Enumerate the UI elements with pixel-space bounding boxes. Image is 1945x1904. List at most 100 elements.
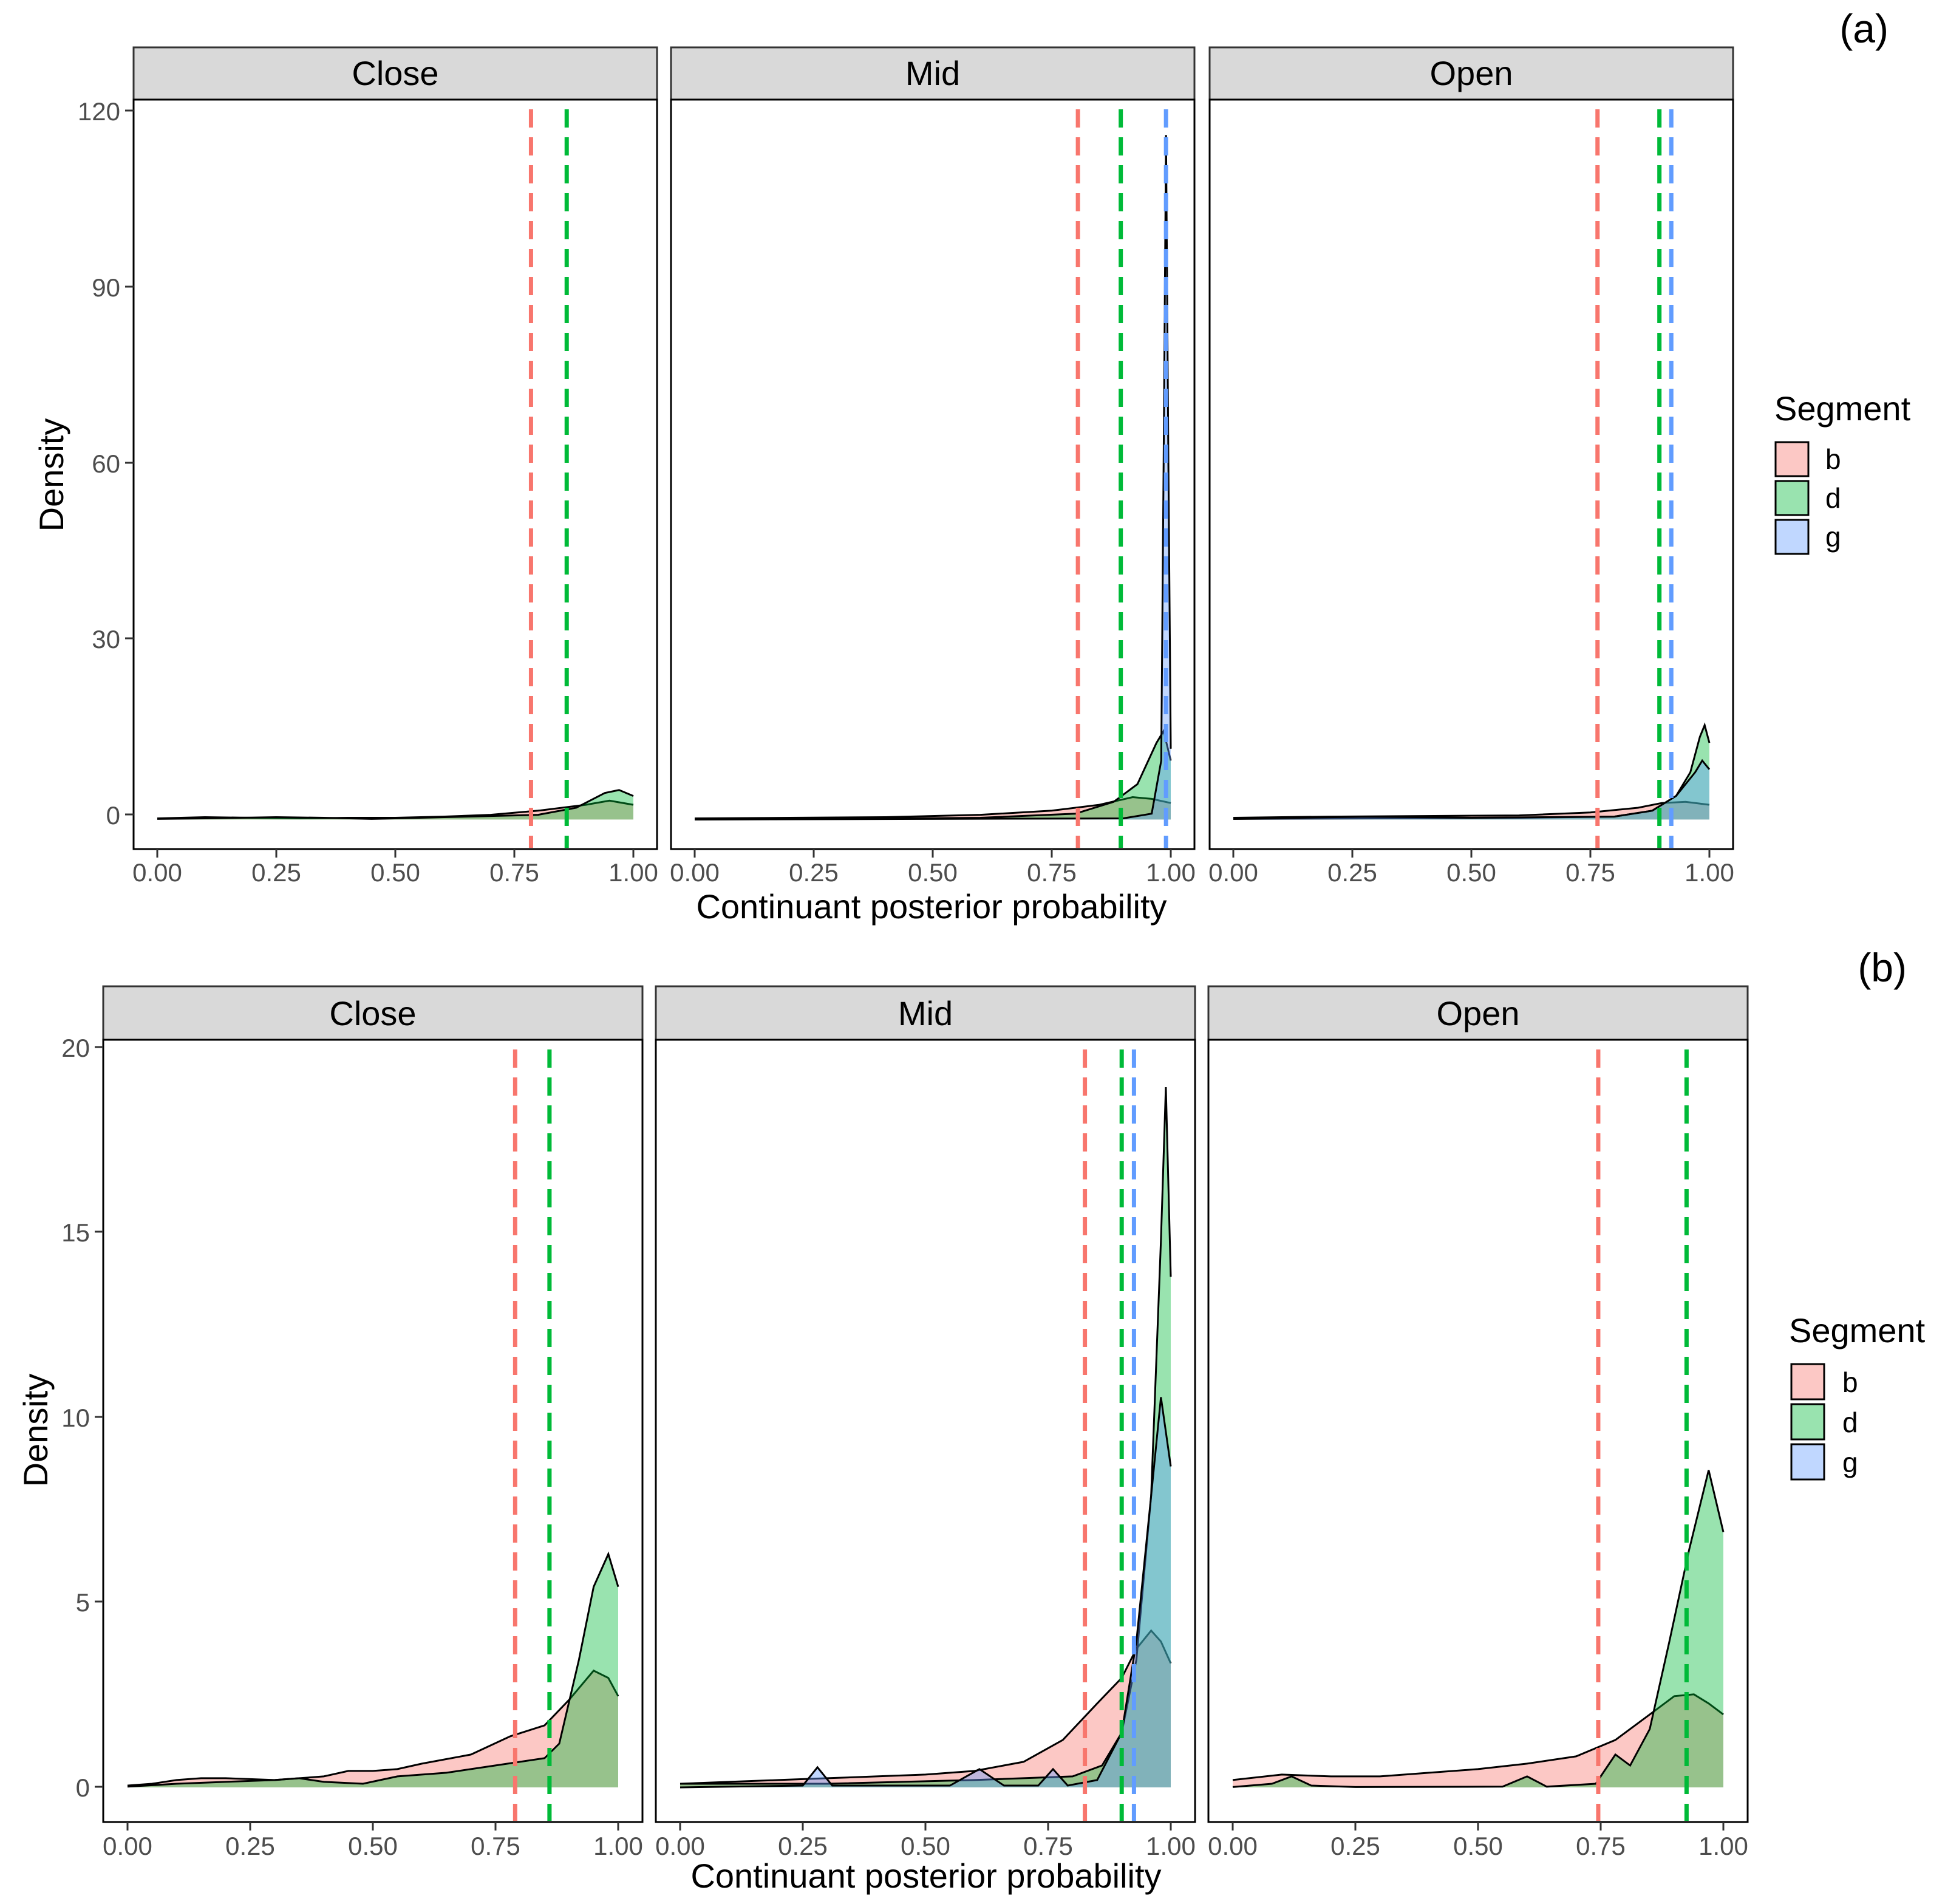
y-tick-b-2: 10 bbox=[61, 1404, 103, 1432]
plot-data-a-close bbox=[157, 109, 634, 848]
y-tick-b-4: 20 bbox=[61, 1034, 103, 1062]
legend-key-b-d bbox=[1790, 1403, 1825, 1441]
x-tick-b-close-4: 1.00 bbox=[593, 1822, 643, 1860]
x-tick-label-b-open-0: 0.00 bbox=[1208, 1832, 1258, 1860]
legend-title-a: Segment bbox=[1774, 389, 1911, 428]
x-tick-a-close-0: 0.00 bbox=[132, 849, 182, 887]
y-axis-a: 0 30 60 90 120 bbox=[78, 97, 134, 830]
density-area-a-open-g bbox=[1233, 760, 1709, 820]
facet-b-close: Close bbox=[102, 985, 644, 1823]
panel-label-b: (b) bbox=[1858, 945, 1907, 990]
x-tick-label-b-mid-4: 1.00 bbox=[1146, 1832, 1196, 1860]
x-tick-b-mid-1: 0.25 bbox=[778, 1822, 828, 1860]
x-tick-label-b-close-4: 1.00 bbox=[593, 1832, 643, 1860]
density-area-a-mid-g bbox=[695, 135, 1171, 820]
y-axis-b: 0 5 10 15 20 bbox=[61, 1034, 103, 1802]
x-tick-label-a-open-0: 0.00 bbox=[1208, 858, 1258, 887]
facet-a-open: Open bbox=[1208, 46, 1734, 850]
y-tick-b-3: 15 bbox=[61, 1218, 103, 1247]
plot-data-b-open bbox=[1232, 1049, 1725, 1821]
x-axis-b-close: 0.00 0.25 0.50 0.75 1.00 bbox=[103, 1822, 643, 1860]
legend-key-b-b bbox=[1790, 1363, 1825, 1401]
density-line-a-mid-g bbox=[694, 135, 1172, 821]
density-line-a-close-d bbox=[157, 789, 634, 820]
x-tick-b-open-3: 0.75 bbox=[1576, 1822, 1626, 1860]
legend-key-a-g bbox=[1774, 519, 1810, 555]
legend-key-a-d bbox=[1774, 480, 1810, 516]
y-tick-label-a-0: 0 bbox=[106, 801, 120, 830]
strip-label-b-mid: Mid bbox=[898, 994, 953, 1032]
y-tick-b-1: 5 bbox=[76, 1588, 103, 1617]
x-tick-a-open-3: 0.75 bbox=[1565, 849, 1615, 887]
x-tick-label-a-mid-0: 0.00 bbox=[670, 858, 720, 887]
x-tick-b-close-1: 0.25 bbox=[225, 1822, 275, 1860]
x-tick-label-b-open-3: 0.75 bbox=[1576, 1832, 1626, 1860]
density-line-b-close-d bbox=[127, 1551, 619, 1788]
x-tick-label-b-open-1: 0.25 bbox=[1330, 1832, 1380, 1860]
strip-label-b-close: Close bbox=[329, 994, 416, 1032]
x-tick-label-b-mid-3: 0.75 bbox=[1023, 1832, 1073, 1860]
x-tick-label-b-open-4: 1.00 bbox=[1698, 1832, 1748, 1860]
x-tick-label-a-open-3: 0.75 bbox=[1565, 858, 1615, 887]
density-area-a-open-d bbox=[1233, 725, 1709, 820]
plot-data-a-mid bbox=[694, 109, 1172, 848]
legend-title-b: Segment bbox=[1789, 1311, 1926, 1350]
x-tick-b-mid-2: 0.50 bbox=[901, 1822, 950, 1860]
x-tick-a-mid-2: 0.50 bbox=[908, 849, 958, 887]
facet-a-mid: Mid bbox=[670, 46, 1196, 850]
x-tick-label-b-close-1: 0.25 bbox=[225, 1832, 275, 1860]
density-area-b-open-d bbox=[1233, 1470, 1723, 1787]
x-tick-label-a-close-4: 1.00 bbox=[608, 858, 658, 887]
x-tick-a-mid-0: 0.00 bbox=[670, 849, 720, 887]
legend-item-a-g: g bbox=[1774, 519, 1841, 555]
y-tick-label-b-0: 0 bbox=[76, 1773, 90, 1802]
x-tick-label-b-close-0: 0.00 bbox=[103, 1832, 152, 1860]
x-tick-b-mid-4: 1.00 bbox=[1146, 1822, 1196, 1860]
legend-a: Segment b d g bbox=[1774, 389, 1911, 555]
x-tick-b-close-3: 0.75 bbox=[471, 1822, 520, 1860]
x-axis-a-open: 0.00 0.25 0.50 0.75 1.00 bbox=[1208, 849, 1734, 887]
density-line-a-open-d bbox=[1233, 722, 1711, 820]
plot-data-b-close bbox=[127, 1049, 619, 1821]
y-tick-label-a-1: 30 bbox=[92, 625, 120, 653]
x-tick-label-a-open-2: 0.50 bbox=[1446, 858, 1496, 887]
density-area-a-open-b bbox=[1233, 802, 1709, 820]
y-tick-a-2: 60 bbox=[92, 449, 134, 478]
x-tick-a-open-1: 0.25 bbox=[1327, 849, 1377, 887]
plot-data-b-mid bbox=[680, 1049, 1172, 1821]
y-tick-a-0: 0 bbox=[106, 801, 134, 830]
x-tick-b-open-4: 1.00 bbox=[1698, 1822, 1748, 1860]
legend-label-b-g: g bbox=[1842, 1447, 1858, 1478]
legend-item-b-b: b bbox=[1790, 1363, 1858, 1401]
plot-frame-b-close bbox=[102, 1039, 644, 1823]
x-tick-label-b-close-2: 0.50 bbox=[348, 1832, 398, 1860]
x-tick-b-open-1: 0.25 bbox=[1330, 1822, 1380, 1860]
facet-a-close: Close bbox=[132, 46, 658, 850]
legend-label-b-d: d bbox=[1842, 1407, 1858, 1438]
x-tick-b-mid-3: 0.75 bbox=[1023, 1822, 1073, 1860]
density-line-a-mid-b bbox=[694, 796, 1171, 819]
x-tick-label-a-open-4: 1.00 bbox=[1684, 858, 1734, 887]
legend-key-a-b bbox=[1774, 441, 1810, 477]
density-area-b-close-b bbox=[128, 1670, 618, 1787]
x-tick-label-a-mid-2: 0.50 bbox=[908, 858, 958, 887]
facet-b-open: Open bbox=[1207, 985, 1749, 1823]
x-tick-a-close-1: 0.25 bbox=[251, 849, 301, 887]
x-tick-label-a-mid-3: 0.75 bbox=[1027, 858, 1077, 887]
y-tick-a-1: 30 bbox=[92, 625, 134, 653]
y-tick-label-a-2: 60 bbox=[92, 449, 120, 478]
chart-a: (a) Density Continuant posterior probabi… bbox=[32, 6, 1911, 926]
x-tick-b-open-2: 0.50 bbox=[1453, 1822, 1503, 1860]
y-tick-label-b-3: 15 bbox=[61, 1218, 90, 1247]
x-tick-a-open-2: 0.50 bbox=[1446, 849, 1496, 887]
plot-data-a-open bbox=[1233, 109, 1711, 848]
legend-key-b-g bbox=[1790, 1443, 1825, 1481]
density-line-b-open-b bbox=[1232, 1693, 1724, 1781]
density-line-a-open-g bbox=[1233, 759, 1711, 820]
x-axis-title-b: Continuant posterior probability bbox=[690, 1857, 1161, 1895]
x-axis-title-a: Continuant posterior probability bbox=[696, 887, 1167, 926]
x-tick-a-mid-4: 1.00 bbox=[1146, 849, 1196, 887]
strip-label-a-mid: Mid bbox=[905, 54, 960, 92]
x-tick-label-b-mid-2: 0.50 bbox=[901, 1832, 950, 1860]
density-line-b-mid-d bbox=[680, 1087, 1172, 1785]
